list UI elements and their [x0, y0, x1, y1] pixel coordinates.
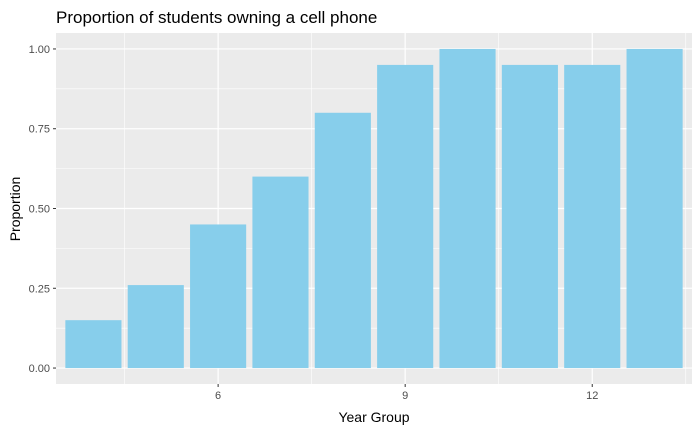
x-tick-label: 12: [586, 390, 598, 402]
bar-year-7: [252, 176, 309, 369]
y-axis-ticks: 0.00 0.25 0.50 0.75 1.00: [29, 44, 56, 375]
bar-year-9: [377, 64, 434, 369]
x-tick-label: 9: [402, 390, 408, 402]
y-tick-label: 0.25: [29, 283, 50, 295]
bars: [65, 48, 683, 369]
bar-year-13: [626, 48, 683, 369]
y-axis-title: Proportion: [7, 177, 23, 242]
chart-title: Proportion of students owning a cell pho…: [56, 8, 377, 27]
y-tick-label: 0.50: [29, 204, 50, 216]
bar-year-11: [501, 64, 558, 369]
bar-year-6: [190, 224, 247, 369]
y-tick-label: 1.00: [29, 44, 50, 56]
x-tick-label: 6: [215, 390, 221, 402]
bar-year-12: [564, 64, 621, 369]
x-axis-ticks: 6 9 12: [215, 384, 598, 402]
bar-year-10: [439, 48, 496, 369]
bar-year-8: [314, 112, 371, 369]
x-axis-title: Year Group: [338, 409, 409, 425]
y-tick-label: 0.75: [29, 124, 50, 136]
y-tick-label: 0.00: [29, 363, 50, 375]
bar-year-5: [127, 285, 184, 369]
bar-year-4: [65, 320, 122, 369]
